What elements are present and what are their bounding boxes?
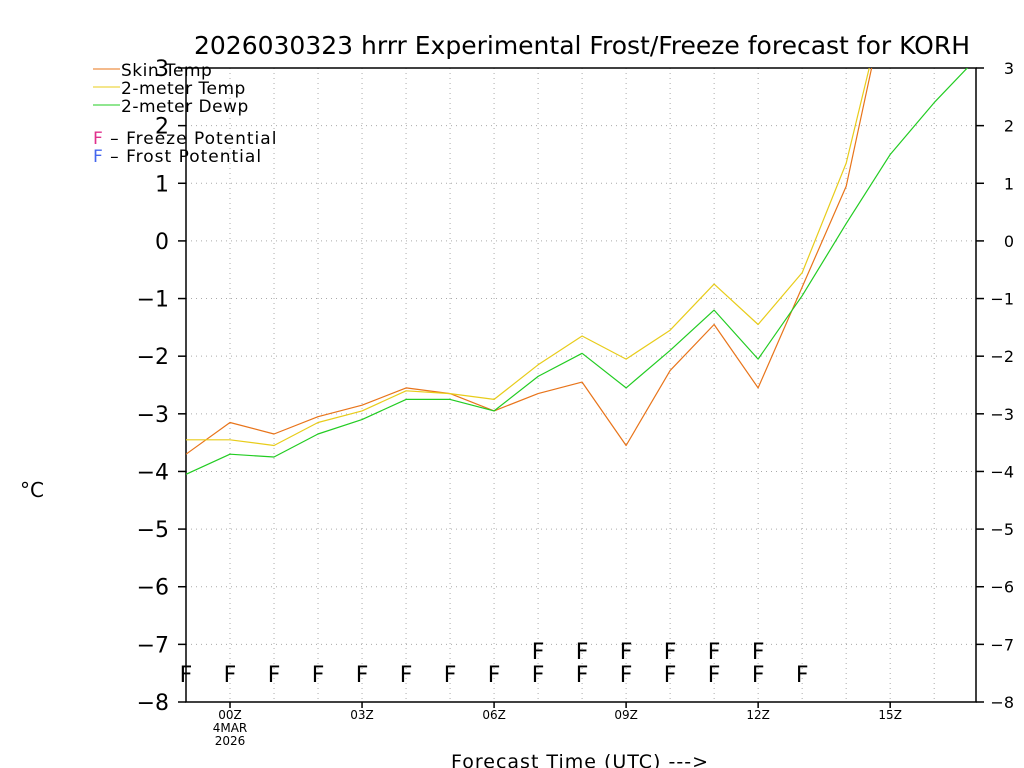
x-tick-label: 09Z <box>614 708 638 722</box>
frost-potential-marker: F <box>708 640 721 665</box>
series-line-skin-temp <box>186 68 873 455</box>
frost-potential-marker: F <box>752 640 765 665</box>
frost-potential-marker: F <box>532 640 545 665</box>
freeze-potential-marker: F <box>180 663 193 688</box>
y-tick-label-right: 2 <box>1004 117 1014 136</box>
y-tick-label-left: −4 <box>137 460 169 485</box>
x-tick-label: 00Z <box>218 708 242 722</box>
potential-markers: F F F F F F F F F F F F F F FF F F F F F <box>180 640 809 688</box>
freeze-potential-marker: F <box>620 663 633 688</box>
y-tick-label-right: −8 <box>990 693 1014 712</box>
y-tick-label-left: 0 <box>155 230 169 255</box>
freeze-potential-marker: F <box>576 663 589 688</box>
freeze-potential-marker: F <box>268 663 281 688</box>
frost-potential-marker: F <box>620 640 633 665</box>
y-tick-label-right: 3 <box>1004 59 1014 78</box>
y-tick-label-left: −7 <box>137 633 169 658</box>
x-axis-label: Forecast Time (UTC) ---> <box>451 751 709 768</box>
x-tick-sublabel: 2026 <box>215 734 246 748</box>
y-tick-label-right: 0 <box>1004 232 1014 251</box>
y-tick-label-left: 2 <box>155 115 169 140</box>
y-tick-label-right: −3 <box>990 405 1014 424</box>
y-axis-label: °C <box>20 478 44 502</box>
y-tick-label-right: 1 <box>1004 174 1014 193</box>
y-tick-label-left: −6 <box>137 576 169 601</box>
y-tick-label-right: −4 <box>990 462 1014 481</box>
chart-title: 2026030323 hrrr Experimental Frost/Freez… <box>194 31 970 60</box>
x-tick-sublabel: 4MAR <box>213 721 248 735</box>
freeze-potential-marker: F <box>532 663 545 688</box>
x-tick-label: 15Z <box>878 708 902 722</box>
y-tick-label-left: 3 <box>155 57 169 82</box>
legend: Skin Temp 2-meter Temp 2-meter Dewp F – … <box>93 61 277 167</box>
series-line-2-meter-temp <box>186 68 870 447</box>
series-line-2-meter-dewp <box>186 68 969 475</box>
legend-label-2m-dewp: 2-meter Dewp <box>121 97 249 117</box>
legend-label-skin-temp: Skin Temp <box>121 61 212 81</box>
freeze-potential-marker: F <box>444 663 457 688</box>
legend-freeze-potential: F – Freeze Potential <box>93 129 277 149</box>
freeze-potential-marker: F <box>400 663 413 688</box>
x-tick-label: 06Z <box>482 708 506 722</box>
y-tick-label-left: −3 <box>137 403 169 428</box>
grid <box>186 67 976 703</box>
y-tick-label-right: −5 <box>990 520 1014 539</box>
y-tick-label-left: −8 <box>137 691 169 716</box>
freeze-potential-marker: F <box>708 663 721 688</box>
y-axis: −8 −8 −7 −7 −6 −6 −5 −5 −4 −4 −3 −3 −2 −2 −1 −1 0 0 1 1 2 2 3 3 <box>137 57 1014 716</box>
x-tick-label: 12Z <box>746 708 770 722</box>
freeze-potential-marker: F <box>752 663 765 688</box>
y-tick-label-left: −2 <box>137 345 169 370</box>
freeze-potential-marker: F <box>312 663 325 688</box>
freeze-potential-marker: F <box>664 663 677 688</box>
legend-label-2m-temp: 2-meter Temp <box>121 79 246 99</box>
frost-potential-marker: F <box>664 640 677 665</box>
legend-frost-potential: F – Frost Potential <box>93 147 262 167</box>
freeze-potential-marker: F <box>796 663 809 688</box>
freeze-potential-marker: F <box>356 663 369 688</box>
y-tick-label-right: −6 <box>990 578 1014 597</box>
freeze-potential-marker: F <box>488 663 501 688</box>
series-lines <box>186 68 969 475</box>
y-tick-label-right: −1 <box>990 290 1014 309</box>
y-tick-label-left: −1 <box>137 288 169 313</box>
y-tick-label-left: −5 <box>137 518 169 543</box>
y-tick-label-right: −2 <box>990 347 1014 366</box>
freeze-potential-marker: F <box>224 663 237 688</box>
y-tick-label-right: −7 <box>990 635 1014 654</box>
y-tick-label-left: 1 <box>155 172 169 197</box>
plot-frame <box>185 67 977 703</box>
frost-potential-marker: F <box>576 640 589 665</box>
x-tick-label: 03Z <box>350 708 374 722</box>
